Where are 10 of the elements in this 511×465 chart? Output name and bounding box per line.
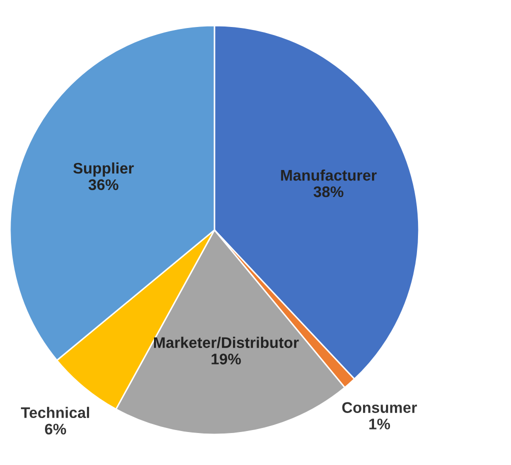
data-label: 6% — [44, 424, 66, 435]
slice-label: Technical — [20, 406, 90, 418]
slice-label: Supplier — [73, 162, 134, 177]
data-label: 38% — [314, 186, 344, 198]
slice-label: Marketer/Distributor — [154, 336, 299, 348]
slice-label: Consumer — [342, 402, 417, 413]
data-label: 1% — [369, 418, 390, 430]
data-label: 19% — [212, 354, 241, 364]
data-label: 36% — [88, 179, 118, 190]
slice-label: Manufacturer — [281, 169, 377, 181]
